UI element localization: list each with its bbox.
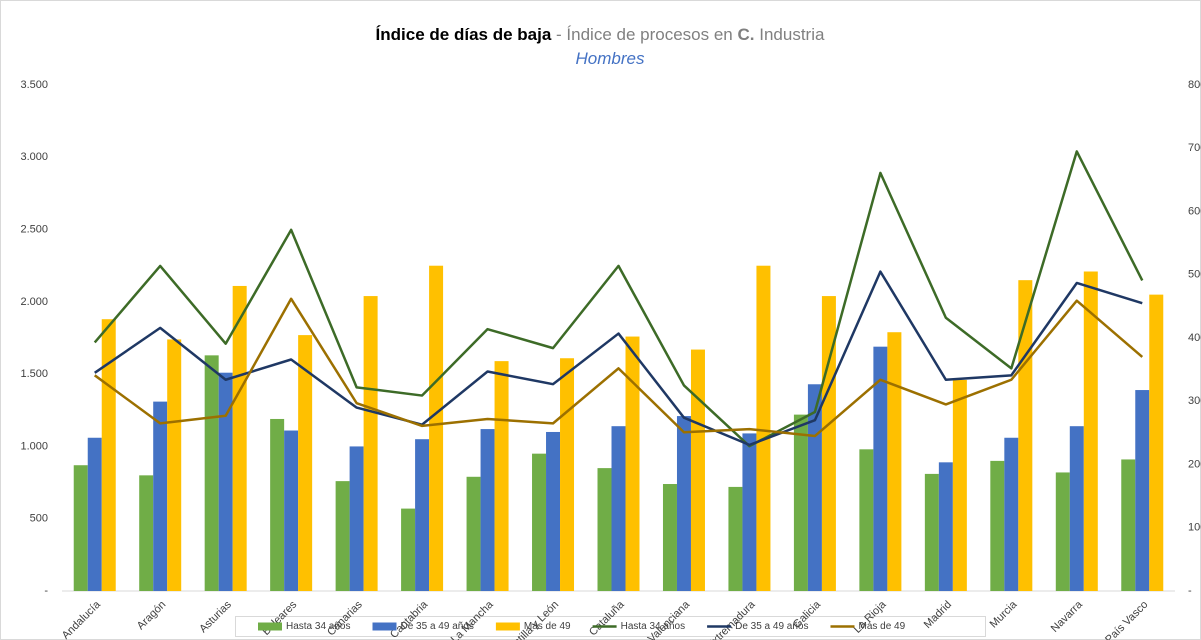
bar — [415, 439, 430, 591]
y-tick-label: - — [44, 585, 48, 597]
bar — [742, 433, 757, 591]
bar — [597, 468, 612, 591]
bar — [952, 379, 967, 591]
y2-tick-label: 400 — [1188, 332, 1201, 344]
bar — [1018, 280, 1033, 591]
y2-tick-label: 100 — [1188, 522, 1201, 534]
bar — [1149, 294, 1164, 591]
legend-label: Hasta 34 años — [286, 621, 351, 632]
bar — [1135, 390, 1150, 591]
bar — [560, 358, 575, 591]
chart-title: Índice de días de baja - Índice de proce… — [376, 25, 825, 44]
y2-tick-label: 200 — [1188, 458, 1201, 470]
bar — [349, 446, 364, 591]
bar — [167, 339, 182, 591]
bar — [938, 462, 953, 591]
title-separator: - — [556, 25, 562, 44]
bar — [859, 449, 874, 591]
title-rest: Índice de procesos en — [566, 25, 732, 44]
bar — [611, 426, 626, 591]
bar — [298, 335, 313, 591]
legend-swatch — [495, 622, 520, 631]
bar — [546, 431, 561, 591]
bar — [625, 336, 640, 591]
bar — [270, 418, 285, 591]
title-bold: C. — [738, 25, 755, 44]
legend-label: De 35 a 49 años — [735, 621, 808, 632]
y-tick-label: 3.500 — [20, 79, 48, 91]
bar — [756, 265, 771, 591]
bar — [1069, 426, 1084, 591]
bar — [1121, 459, 1136, 591]
bar — [793, 414, 808, 591]
y2-tick-label: 600 — [1188, 205, 1201, 217]
bar — [662, 484, 677, 591]
y2-tick-label: 300 — [1188, 395, 1201, 407]
bar — [284, 430, 299, 591]
title-main: Índice de días de baja — [376, 25, 552, 44]
bar — [532, 453, 547, 591]
bar — [480, 429, 495, 591]
bar — [873, 346, 888, 591]
legend-label: Más de 49 — [858, 621, 905, 632]
bar — [1083, 271, 1098, 591]
bar — [690, 349, 705, 591]
y-tick-label: 2.500 — [20, 223, 48, 235]
bar — [429, 265, 444, 591]
y2-tick-label: 700 — [1188, 142, 1201, 154]
bar — [466, 476, 481, 591]
legend-label: Hasta 34 años — [621, 621, 686, 632]
line-series — [94, 270, 1143, 447]
bar — [676, 416, 691, 591]
bar — [153, 401, 168, 591]
bar — [218, 372, 233, 591]
y2-tick-label: 800 — [1188, 79, 1201, 91]
line-series — [93, 297, 1144, 438]
y-tick-label: 500 — [30, 513, 48, 525]
bar — [887, 332, 902, 591]
bar — [1004, 437, 1019, 591]
legend-swatch — [372, 622, 397, 631]
bar — [87, 437, 102, 591]
bar — [363, 296, 378, 591]
legend-swatch — [258, 622, 282, 631]
bar — [728, 486, 743, 591]
bar — [494, 361, 509, 591]
bar — [990, 460, 1005, 591]
line-series — [93, 150, 1144, 448]
bar — [335, 481, 350, 591]
y2-tick-label: 500 — [1188, 269, 1201, 281]
bar — [401, 508, 416, 591]
legend-label: Más de 49 — [524, 621, 571, 632]
bar — [924, 473, 939, 591]
y2-tick-label: - — [1188, 585, 1192, 597]
y-tick-label: 1.500 — [20, 368, 48, 380]
bar — [1055, 472, 1070, 591]
chart-subtitle: Hombres — [576, 49, 645, 68]
bar — [139, 475, 154, 591]
bar — [232, 285, 247, 591]
bar — [204, 355, 219, 591]
title-end: Industria — [759, 25, 825, 44]
y-tick-label: 1.000 — [20, 440, 48, 452]
bar — [73, 465, 88, 591]
y-tick-label: 2.000 — [20, 296, 48, 308]
legend-label: De 35 a 49 años — [401, 621, 474, 632]
y-tick-label: 3.000 — [20, 151, 48, 163]
